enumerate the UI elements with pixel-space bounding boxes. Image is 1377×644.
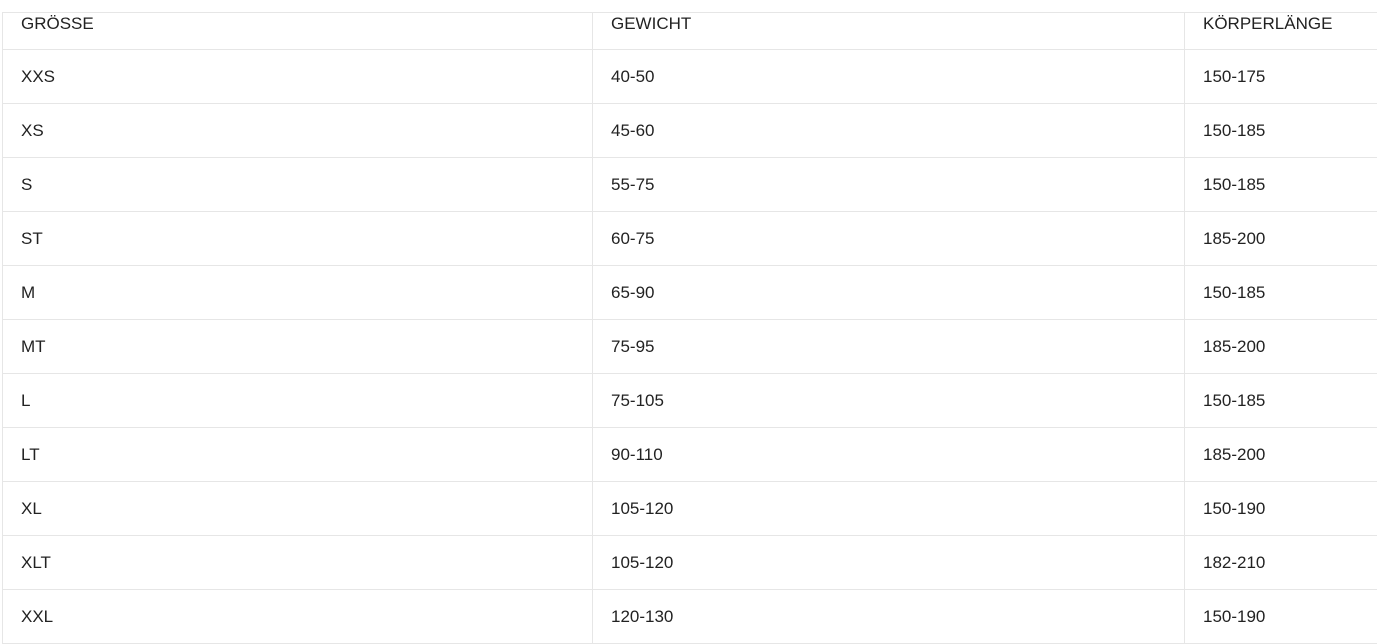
cell-size: XXL	[3, 590, 593, 644]
cell-height: 150-175	[1185, 50, 1377, 104]
cell-weight: 120-130	[593, 590, 1185, 644]
cell-height: 185-200	[1185, 428, 1377, 482]
cell-size: MT	[3, 320, 593, 374]
cell-weight: 55-75	[593, 158, 1185, 212]
cell-size: ST	[3, 212, 593, 266]
cell-height: 150-190	[1185, 590, 1377, 644]
cell-size: LT	[3, 428, 593, 482]
cell-weight: 45-60	[593, 104, 1185, 158]
cell-size: XS	[3, 104, 593, 158]
cell-height: 150-190	[1185, 482, 1377, 536]
cell-size: XL	[3, 482, 593, 536]
cell-height: 150-185	[1185, 158, 1377, 212]
cell-weight: 60-75	[593, 212, 1185, 266]
cell-size: M	[3, 266, 593, 320]
cell-weight: 65-90	[593, 266, 1185, 320]
cell-weight: 75-105	[593, 374, 1185, 428]
cell-size: XXS	[3, 50, 593, 104]
cell-weight: 40-50	[593, 50, 1185, 104]
cell-size: S	[3, 158, 593, 212]
cell-height: 185-200	[1185, 212, 1377, 266]
cell-height: 150-185	[1185, 104, 1377, 158]
cell-weight: 105-120	[593, 482, 1185, 536]
cell-size: XLT	[3, 536, 593, 590]
header-size: GRÖSSE	[3, 13, 593, 50]
cell-height: 185-200	[1185, 320, 1377, 374]
cell-weight: 75-95	[593, 320, 1185, 374]
cell-size: L	[3, 374, 593, 428]
cell-height: 182-210	[1185, 536, 1377, 590]
cell-height: 150-185	[1185, 374, 1377, 428]
cell-weight: 90-110	[593, 428, 1185, 482]
header-row: GRÖSSE GEWICHT KÖRPERLÄNGE	[3, 13, 1377, 50]
cell-weight: 105-120	[593, 536, 1185, 590]
header-weight: GEWICHT	[593, 13, 1185, 50]
cell-height: 150-185	[1185, 266, 1377, 320]
header-height: KÖRPERLÄNGE	[1185, 13, 1377, 50]
